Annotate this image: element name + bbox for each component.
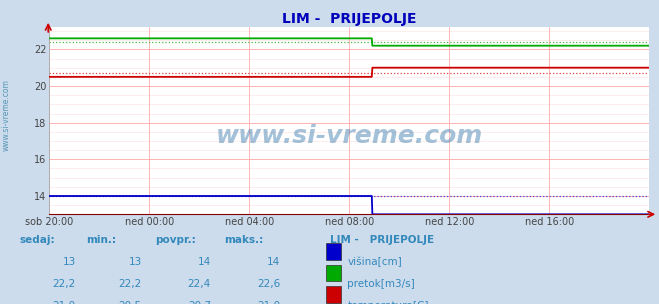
Text: www.si-vreme.com: www.si-vreme.com: [2, 80, 11, 151]
Text: www.si-vreme.com: www.si-vreme.com: [215, 124, 483, 148]
Text: 14: 14: [198, 257, 211, 267]
Text: 21,0: 21,0: [257, 301, 280, 304]
Text: 22,2: 22,2: [53, 279, 76, 289]
Bar: [326, 286, 341, 303]
Text: 13: 13: [63, 257, 76, 267]
Bar: [326, 265, 341, 282]
Text: 22,4: 22,4: [188, 279, 211, 289]
Text: sedaj:: sedaj:: [20, 235, 55, 245]
Text: LIM -   PRIJEPOLJE: LIM - PRIJEPOLJE: [330, 235, 434, 245]
Text: višina[cm]: višina[cm]: [347, 257, 402, 268]
Text: 21,0: 21,0: [53, 301, 76, 304]
Text: maks.:: maks.:: [224, 235, 264, 245]
Text: 20,7: 20,7: [188, 301, 211, 304]
Text: temperatura[C]: temperatura[C]: [347, 301, 429, 304]
Text: 22,6: 22,6: [257, 279, 280, 289]
Text: 14: 14: [267, 257, 280, 267]
Text: 20,5: 20,5: [119, 301, 142, 304]
Text: min.:: min.:: [86, 235, 116, 245]
Text: 22,2: 22,2: [119, 279, 142, 289]
Text: pretok[m3/s]: pretok[m3/s]: [347, 279, 415, 289]
Text: 13: 13: [129, 257, 142, 267]
Bar: [326, 243, 341, 260]
Text: povpr.:: povpr.:: [155, 235, 196, 245]
Title: LIM -  PRIJEPOLJE: LIM - PRIJEPOLJE: [282, 12, 416, 26]
